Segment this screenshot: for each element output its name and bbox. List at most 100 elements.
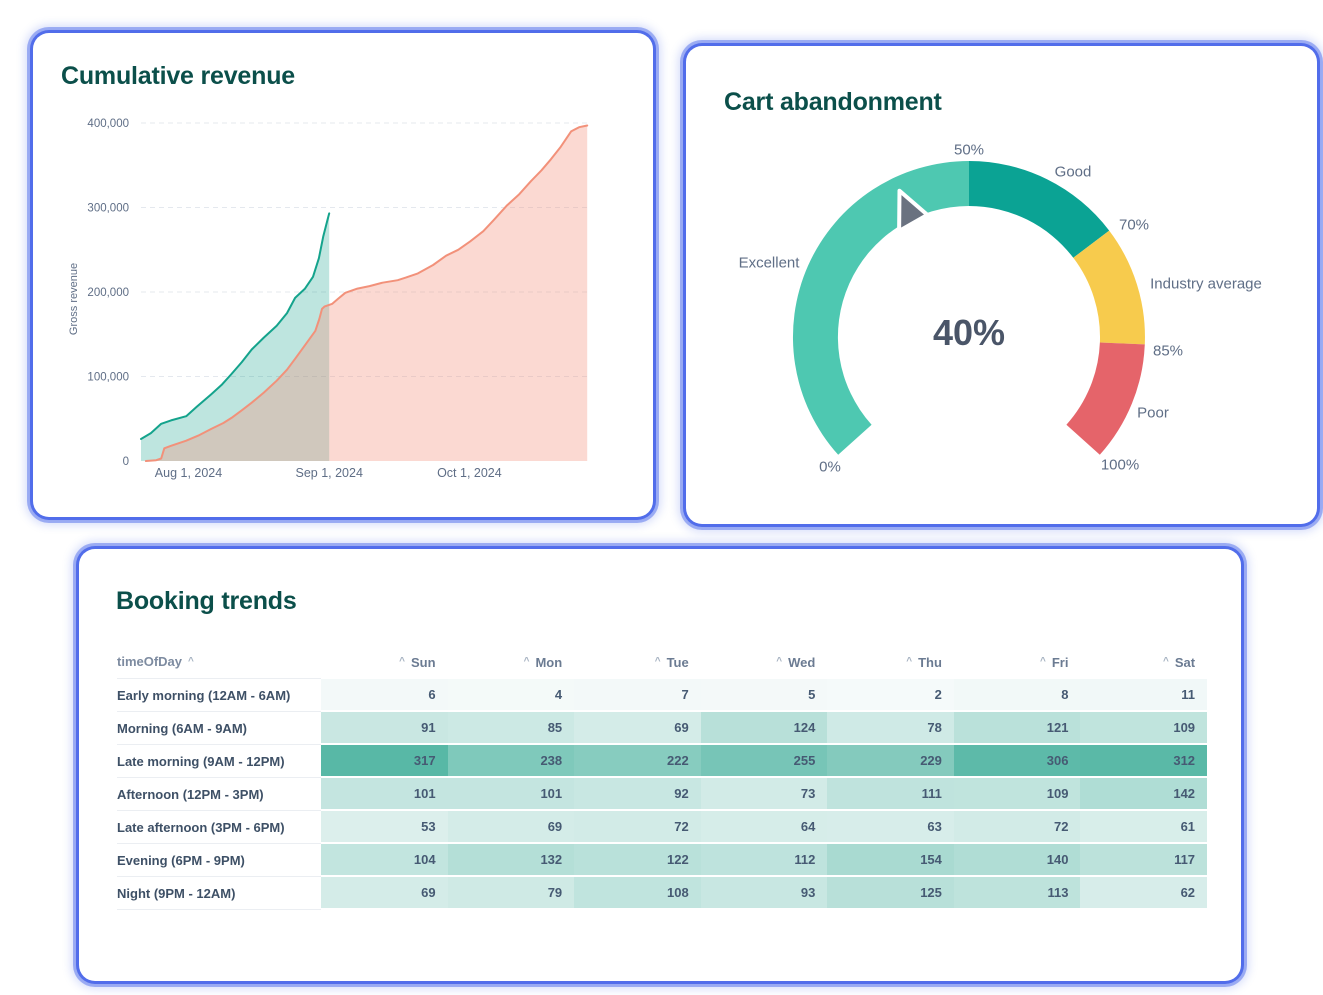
gauge-segment-label-good: Good [1054, 163, 1092, 181]
column-header-label: Wed [788, 654, 816, 670]
column-header-wed[interactable]: ^ Wed [701, 645, 828, 679]
gauge-tick-85: 85% [1152, 342, 1184, 360]
gauge-tick-0: 0% [819, 458, 841, 476]
column-header-label: Sun [411, 654, 436, 670]
heatmap-cell: 111 [827, 778, 954, 811]
table-row: Afternoon (12PM - 3PM) 101 101 92 73 111 109 14… [117, 778, 1208, 811]
sort-caret-icon: ^ [654, 656, 661, 667]
area-fill-series-1 [141, 213, 330, 461]
y-axis-tick-label: 300,000 [87, 203, 129, 215]
gauge-segment-excellent [792, 161, 969, 455]
area-line-series-2 [144, 124, 589, 462]
sort-caret-icon: ^ [776, 656, 783, 667]
heatmap-cell: 78 [827, 712, 954, 745]
sort-caret-icon: ^ [1162, 656, 1169, 667]
heatmap-cell: 2 [827, 679, 954, 712]
column-header-thu[interactable]: ^ Thu [827, 645, 954, 679]
x-axis-tick-label: Oct 1, 2024 [437, 466, 502, 480]
row-label: Early morning (12AM - 6AM) [117, 679, 321, 712]
heatmap-cell: 255 [700, 745, 828, 778]
gauge-tick-70: 70% [1118, 216, 1150, 234]
heatmap-cell: 61 [1080, 811, 1208, 844]
heatmap-cell: 79 [447, 877, 575, 910]
table-row: Morning (6AM - 9AM) 91 85 69 124 78 121 109 [117, 712, 1208, 745]
heatmap-cell: 154 [827, 844, 954, 877]
column-header-label: Mon [535, 654, 563, 670]
column-header-label: Tue [666, 654, 689, 670]
cart-abandonment-title: Cart abandonment [724, 88, 942, 116]
booking-trends-title: Booking trends [116, 587, 297, 615]
heatmap-cell: 312 [1080, 745, 1208, 778]
y-axis-tick-label: 100,000 [87, 372, 129, 384]
cart-abandonment-gauge [792, 161, 1145, 455]
heatmap-cell: 109 [953, 778, 1081, 811]
heatmap-cell: 142 [1080, 778, 1208, 811]
cumulative-revenue-title: Cumulative revenue [61, 62, 295, 90]
heatmap-cell: 62 [1080, 877, 1208, 910]
heatmap-cell: 69 [574, 712, 701, 745]
heatmap-cell: 91 [321, 712, 448, 745]
area-line-series-1 [140, 212, 331, 440]
column-header-label: Thu [918, 654, 942, 670]
gauge-value: 40% [932, 312, 1006, 353]
gauge-segment-poor [1066, 342, 1145, 455]
column-header-sun[interactable]: ^ Sun [321, 645, 448, 679]
heatmap-cell: 140 [953, 844, 1081, 877]
table-header-row: timeOfDay ^ ^ Sun ^ Mon ^ Tue ^ Wed ^ Thu ^ Fri ^ Sat [117, 645, 1207, 679]
gauge-tick-50: 50% [953, 141, 985, 159]
gauge-segment-good [969, 161, 1110, 258]
heatmap-cell: 104 [321, 844, 448, 877]
gauge-segment-label-poor: Poor [1137, 404, 1169, 422]
column-header-tue[interactable]: ^ Tue [574, 645, 701, 679]
heatmap-cell: 112 [700, 844, 828, 877]
column-header-timeofday[interactable]: timeOfDay ^ [117, 645, 321, 679]
heatmap-cell: 72 [953, 811, 1081, 844]
x-axis-tick-label: Sep 1, 2024 [295, 466, 362, 480]
heatmap-cell: 85 [447, 712, 575, 745]
heatmap-cell: 63 [827, 811, 954, 844]
heatmap-cell: 69 [321, 877, 448, 910]
heatmap-cell: 113 [953, 877, 1081, 910]
heatmap-cell: 4 [447, 679, 575, 712]
x-axis-tick-label: Aug 1, 2024 [155, 466, 222, 480]
heatmap-cell: 229 [827, 745, 954, 778]
table-row: Late morning (9AM - 12PM) 317 238 222 255 229… [117, 745, 1208, 778]
column-header-sat[interactable]: ^ Sat [1080, 645, 1207, 679]
heatmap-cell: 92 [574, 778, 701, 811]
area-fill-series-2 [145, 125, 588, 461]
cumulative-revenue-card: 0 100,000 200,000 300,000 400,000 Aug 1, 2024… [33, 33, 653, 517]
gauge-segment-label-excellent: Excellent [738, 254, 800, 272]
gauge-tick-100: 100% [1100, 456, 1140, 474]
y-axis-tick-label: 0 [123, 456, 129, 468]
cart-abandonment-card: Cart abandonment 0% 50% 70% 85% 100% Exc… [686, 46, 1317, 524]
sort-caret-icon: ^ [523, 656, 530, 667]
row-label: Morning (6AM - 9AM) [117, 712, 321, 745]
y-axis-tick-label: 400,000 [87, 118, 129, 130]
column-header-fri[interactable]: ^ Fri [954, 645, 1081, 679]
heatmap-cell: 53 [321, 811, 448, 844]
gauge-segment-label-industry-average: Industry average [1150, 275, 1262, 293]
gauge-segment-industry-average [1073, 230, 1145, 345]
row-label: Afternoon (12PM - 3PM) [117, 778, 321, 811]
cumulative-revenue-chart: 0 100,000 200,000 300,000 400,000 Aug 1, 2024… [68, 118, 589, 480]
booking-trends-card: Booking trends timeOfDay ^ ^ Sun ^ Mon ^ Tue ^ We… [79, 549, 1241, 981]
row-label: Evening (6PM - 9PM) [117, 844, 321, 877]
y-axis-tick-label: 200,000 [87, 287, 129, 299]
heatmap-cell: 109 [1080, 712, 1208, 745]
heatmap-cell: 124 [700, 712, 828, 745]
booking-trends-table: timeOfDay ^ ^ Sun ^ Mon ^ Tue ^ Wed ^ Thu ^ Fri ^ Sat Ea… [117, 645, 1208, 910]
y-axis-title: Gross revenue [68, 263, 80, 335]
column-header-label: timeOfDay [117, 654, 183, 669]
heatmap-cell: 7 [574, 679, 701, 712]
table-row: Evening (6PM - 9PM) 104 132 122 112 154 140 117 [117, 844, 1208, 877]
sort-caret-icon: ^ [1040, 656, 1046, 667]
heatmap-cell: 125 [827, 877, 954, 910]
column-header-mon[interactable]: ^ Mon [448, 645, 575, 679]
table-row: Late afternoon (3PM - 6PM) 53 69 72 64 63 72 61 [117, 811, 1208, 844]
table-row: Night (9PM - 12AM) 69 79 108 93 125 113 62 [117, 877, 1208, 910]
row-label: Late morning (9AM - 12PM) [117, 745, 321, 778]
heatmap-cell: 8 [953, 679, 1081, 712]
heatmap-cell: 101 [321, 778, 448, 811]
column-header-label: Sat [1174, 654, 1196, 670]
sort-caret-icon: ^ [399, 656, 406, 667]
